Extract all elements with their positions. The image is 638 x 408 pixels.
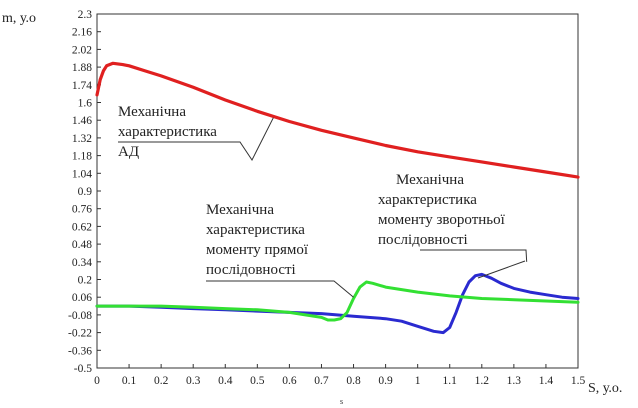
y-tick-label: 0.34: [72, 257, 92, 269]
x-tick-label: 1.2: [475, 375, 490, 387]
x-tick-label: 0.4: [218, 375, 233, 387]
annotation-direct-line-3: моменту прямої: [206, 242, 309, 258]
x-tick-label: 1.4: [539, 375, 554, 387]
x-tick-label: 0.9: [378, 375, 393, 387]
leader-line-reverse-tail: [477, 260, 526, 279]
y-tick-label: 1.32: [72, 133, 92, 145]
y-tick-label: 2.3: [78, 9, 93, 21]
leader-line-ad: [118, 117, 274, 161]
y-tick-label: 0.76: [72, 204, 92, 216]
series-reverse-line: [95, 272, 580, 335]
x-tick-label: 0.6: [282, 375, 297, 387]
x-tick-label: 0.8: [346, 375, 361, 387]
x-tick-label: 1.3: [507, 375, 522, 387]
x-tick-label: 0.2: [154, 375, 169, 387]
annotation-direct-line-4: послідовності: [206, 262, 296, 278]
x-tick-label: 0.5: [250, 375, 265, 387]
annotation-ad: Механічна характеристика АД: [118, 104, 217, 160]
y-tick-label: 2.02: [72, 44, 92, 56]
y-tick-label: 0.62: [72, 221, 92, 233]
y-tick-label: 1.04: [72, 168, 92, 180]
x-tick-label: 0.1: [122, 375, 137, 387]
y-tick-label: 1.88: [72, 62, 92, 74]
y-tick-label: -0.22: [68, 328, 92, 340]
series-direct-line: [95, 280, 580, 322]
leader-line-direct: [206, 280, 354, 298]
x-axis-label: S, у.о.: [588, 381, 622, 396]
y-tick-label: 1.74: [72, 80, 92, 92]
y-tick-label: 0.48: [72, 239, 92, 251]
annotation-reverse-line-4: послідовності: [378, 232, 468, 248]
series-ad-line: [95, 61, 580, 179]
x-tick-label: 1: [415, 375, 421, 387]
annotation-ad-line-3: АД: [118, 144, 139, 160]
annotation-reverse-line-3: моменту зворотньої: [378, 212, 506, 228]
y-axis-label: m, у.о: [2, 11, 36, 26]
annotation-reverse-line-2: характеристика: [378, 192, 477, 208]
leader-line-reverse: [420, 249, 528, 262]
y-tick-label: -0.08: [68, 310, 92, 322]
y-tick-label: 0.9: [78, 186, 93, 198]
y-tick-label: -0.36: [68, 345, 92, 357]
annotation-ad-line-2: характеристика: [118, 124, 217, 140]
y-tick-label: 0.2: [78, 275, 93, 287]
y-tick-label: 0.06: [72, 292, 92, 304]
annotation-direct-line-1: Механічна: [206, 202, 274, 218]
y-tick-label: -0.5: [74, 363, 92, 375]
y-tick-label: 1.6: [78, 98, 93, 110]
x-tick-label: 0: [94, 375, 100, 387]
annotation-reverse: Механічна характеристика моменту зворотн…: [378, 172, 506, 248]
y-tick-label: 1.18: [72, 151, 92, 163]
annotation-direct: Механічна характеристика моменту прямої …: [206, 202, 309, 278]
annotation-direct-line-2: характеристика: [206, 222, 305, 238]
x-tick-label: 0.7: [314, 375, 329, 387]
x-tick-label: 1.1: [443, 375, 458, 387]
y-tick-label: 2.16: [72, 27, 92, 39]
annotation-reverse-line-1: Механічна: [396, 172, 464, 188]
x-tick-label: 0.3: [186, 375, 201, 387]
annotation-ad-line-1: Механічна: [118, 104, 186, 120]
y-tick-label: 1.46: [72, 115, 92, 127]
x-tick-label: 1.5: [571, 375, 586, 387]
below-axis-mark: s: [340, 397, 343, 406]
